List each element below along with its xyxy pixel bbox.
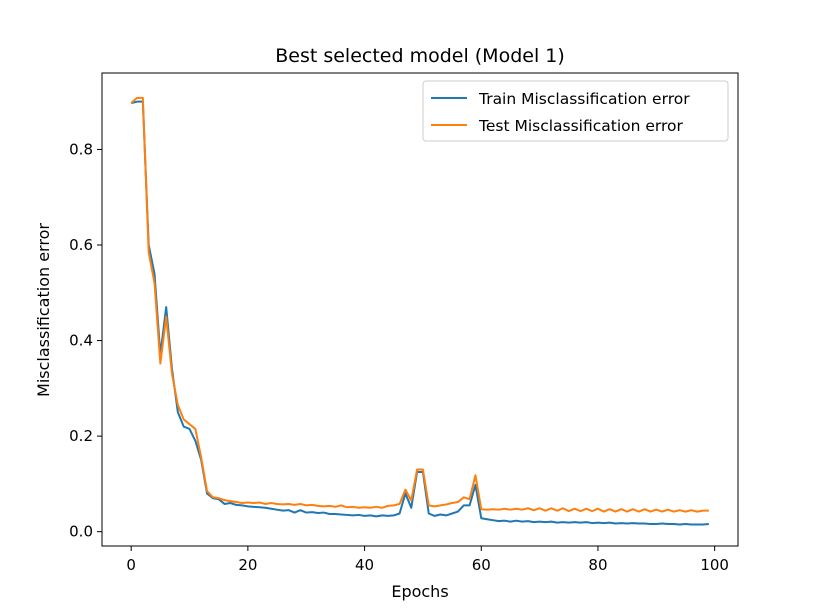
y-tick-label: 0.2	[69, 427, 93, 445]
series-line-train	[130, 100, 709, 526]
y-tick-label: 0.0	[69, 523, 93, 541]
y-axis-label: Misclassification error	[34, 223, 53, 397]
series-layer	[130, 96, 709, 526]
x-tick-label: 100	[700, 556, 729, 574]
plot-area	[102, 73, 738, 546]
legend: Train Misclassification error Test Miscl…	[422, 80, 729, 142]
x-tick-label: 80	[588, 556, 607, 574]
series-line-test	[130, 96, 709, 513]
x-tick-label: 20	[238, 556, 257, 574]
x-axis-label: Epochs	[391, 582, 448, 601]
x-tick-label: 60	[472, 556, 491, 574]
x-tick-label: 0	[126, 556, 136, 574]
y-axis-ticks: 0.0 0.2 0.4 0.6 0.8	[69, 140, 102, 541]
y-tick-label: 0.4	[69, 332, 93, 350]
plot-frame	[101, 72, 739, 547]
y-tick-label: 0.8	[69, 140, 93, 158]
legend-box	[422, 80, 729, 142]
y-tick-label: 0.6	[69, 236, 93, 254]
x-axis-ticks: 0 20 40 60 80 100	[126, 546, 729, 574]
x-tick-label: 40	[355, 556, 374, 574]
chart-title: Best selected model (Model 1)	[275, 45, 565, 67]
legend-label-test: Test Misclassification error	[478, 117, 684, 135]
legend-label-train: Train Misclassification error	[478, 90, 690, 108]
